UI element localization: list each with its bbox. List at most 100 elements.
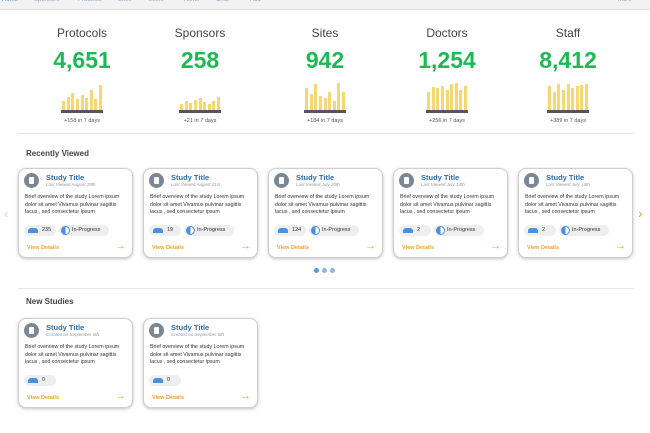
trend-bar <box>580 85 584 110</box>
doc-icon <box>524 173 539 188</box>
trend-bar <box>450 84 454 110</box>
arrow[interactable]: → <box>240 240 251 252</box>
next-arrow[interactable]: › <box>638 205 643 221</box>
count: 2 <box>542 227 546 233</box>
arrow[interactable]: → <box>365 240 376 252</box>
view-details[interactable]: View Details <box>527 245 559 251</box>
card-title: Study Title <box>546 173 585 182</box>
status: In-Progress <box>572 227 601 233</box>
trend-base <box>304 110 346 113</box>
trend-bar <box>328 92 332 110</box>
trend-bar <box>332 101 336 110</box>
trend-bar <box>80 95 84 110</box>
trend-bar <box>98 85 102 110</box>
status: In-Progress <box>322 227 351 233</box>
stat-value: 942 <box>305 47 345 73</box>
people-icon <box>28 378 38 383</box>
study-card[interactable]: Study Title Last Viewed August 21st Brief … <box>143 168 258 258</box>
trend-bar <box>62 101 66 110</box>
study-card[interactable]: Study Title Created on September 5th Brief… <box>143 318 258 408</box>
status-icon <box>561 226 570 235</box>
trend-bar <box>459 90 463 110</box>
view-details[interactable]: View Details <box>402 245 434 251</box>
study-card[interactable]: Study Title Created on September 5th Brief… <box>18 318 133 408</box>
stat-label: Staff <box>555 26 581 40</box>
trend-base <box>179 110 221 113</box>
trend-bar <box>557 84 561 110</box>
study-card[interactable]: Study Title Last Viewed July 14th Brief ov… <box>393 168 508 258</box>
count-pill: 0 <box>149 375 181 386</box>
trend-bar <box>184 101 188 110</box>
separator <box>18 133 634 134</box>
count-pill: 0 <box>24 375 56 386</box>
stat-value: 1,254 <box>418 47 476 73</box>
card-title: Study Title <box>46 323 85 332</box>
trend-bar <box>71 93 75 110</box>
stat-change: +158 in 7 days <box>64 118 100 124</box>
card-text: Brief overview of the study Lorem ipsum … <box>150 344 245 365</box>
page-dot[interactable] <box>330 268 335 273</box>
doc-icon <box>149 173 164 188</box>
prev-arrow[interactable]: ‹ <box>4 207 8 221</box>
trend-bar <box>445 90 449 110</box>
card-title: Study Title <box>171 173 210 182</box>
status-icon <box>61 226 70 235</box>
nav-more[interactable]: More <box>618 0 632 3</box>
view-details[interactable]: View Details <box>277 245 309 251</box>
doc-icon <box>399 173 414 188</box>
nav-item[interactable]: Add <box>250 0 261 3</box>
count: 124 <box>292 227 302 233</box>
people-icon <box>528 228 538 233</box>
card-date: Last Viewed August 21st <box>171 182 221 187</box>
arrow[interactable]: → <box>115 390 126 402</box>
card-text: Brief overview of the study Lorem ipsum … <box>525 194 620 215</box>
trend-bar <box>575 86 579 110</box>
card-title: Study Title <box>296 173 335 182</box>
page-dot[interactable] <box>322 268 327 273</box>
study-card[interactable]: Study Title Last Viewed July 14th Brief ov… <box>518 168 633 258</box>
view-details[interactable]: View Details <box>152 245 184 251</box>
trend-bar <box>212 101 216 110</box>
stat-change: +21 in 7 days <box>183 118 217 124</box>
count-pill: 2 <box>399 225 431 236</box>
doc-icon <box>24 173 39 188</box>
card-title: Study Title <box>421 173 460 182</box>
view-details[interactable]: View Details <box>27 245 59 251</box>
view-details[interactable]: View Details <box>27 395 59 401</box>
status-icon <box>186 226 195 235</box>
card-text: Brief overview of the study Lorem ipsum … <box>275 194 370 215</box>
trend-bar <box>89 90 93 110</box>
trend-bar <box>561 90 565 110</box>
trend-bar <box>75 99 79 110</box>
trend-base <box>61 110 103 113</box>
nav-item[interactable]: Alerts <box>184 0 200 3</box>
page-dot[interactable] <box>314 268 319 273</box>
study-card[interactable]: Study Title Last Viewed August 29th Brief … <box>18 168 133 258</box>
separator <box>18 288 634 289</box>
study-card[interactable]: Study Title Last Viewed July 30th Brief ov… <box>268 168 383 258</box>
nav-item[interactable]: Sponsors <box>34 0 60 3</box>
stat-change: +389 in 7 days <box>550 118 586 124</box>
nav-item[interactable]: Products <box>78 0 102 3</box>
trend-bar <box>314 84 318 110</box>
count-pill: 2 <box>524 225 556 236</box>
trend-bar <box>436 88 440 110</box>
nav-item[interactable]: Users <box>148 0 164 3</box>
status-pill: In-Progress <box>59 225 109 236</box>
arrow[interactable]: → <box>240 390 251 402</box>
status-pill: In-Progress <box>559 225 609 236</box>
trend-bar <box>193 100 197 110</box>
stat-change: +184 in 7 days <box>307 118 343 124</box>
count: 19 <box>167 227 174 233</box>
card-date: Last Viewed July 30th <box>296 182 340 187</box>
view-details[interactable]: View Details <box>152 395 184 401</box>
arrow[interactable]: → <box>615 240 626 252</box>
stat-change: +256 in 7 days <box>429 118 465 124</box>
nav-item[interactable]: Chat <box>216 0 229 3</box>
count-pill: 124 <box>274 225 306 236</box>
arrow[interactable]: → <box>115 240 126 252</box>
nav-item[interactable]: Home <box>2 0 19 3</box>
trend-base <box>426 110 468 113</box>
nav-item[interactable]: Sites <box>118 0 132 3</box>
arrow[interactable]: → <box>490 240 501 252</box>
